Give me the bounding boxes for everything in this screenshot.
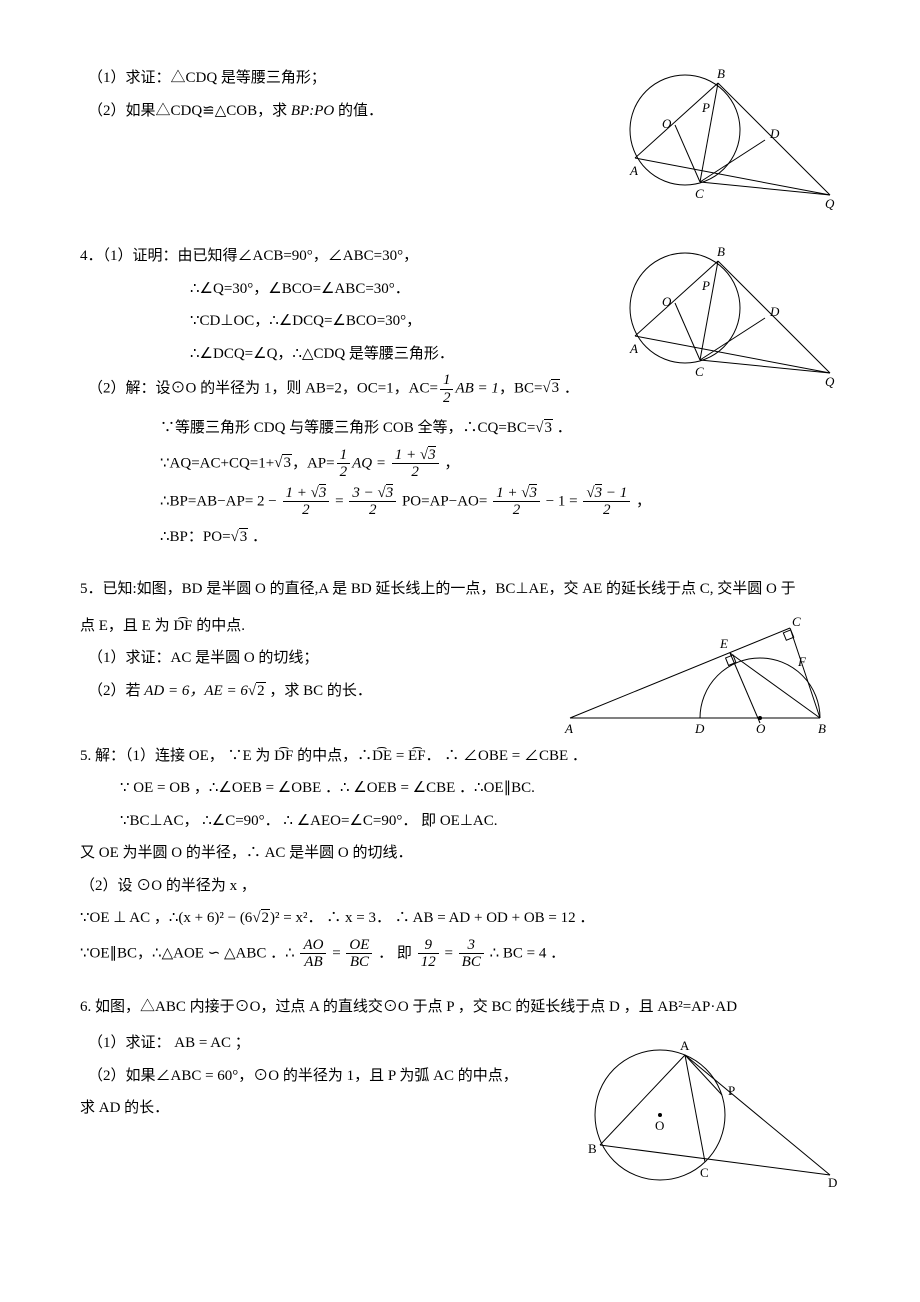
p4-s7: ∴BP=AB−AP= 2 − 1 + √32 = 3 − √32 PO=AP−A… bbox=[80, 485, 840, 519]
p5-stem-b: 点 E，且 E 为 D͡F 的中点. bbox=[80, 612, 540, 641]
p4-figure-1: A B C D O P Q bbox=[600, 60, 840, 220]
p4-s7-c: − 1 = bbox=[546, 493, 578, 509]
p5-figure: A B C D E F O bbox=[560, 608, 840, 738]
label-D: D bbox=[769, 126, 780, 141]
p5-s6-b: ． 即 bbox=[378, 945, 412, 961]
p5-label-A: A bbox=[564, 721, 573, 736]
label-A2: A bbox=[629, 341, 638, 356]
p4-s5: ∵等腰三角形 CDQ 与等腰三角形 COB 全等，∴CQ=BC=3 ． bbox=[80, 414, 840, 443]
p5-text: 点 E，且 E 为 D͡F 的中点. （1）求证：AC 是半圆 O 的切线； （… bbox=[80, 608, 540, 710]
circle-diagram-3: A B C D O P bbox=[580, 1025, 840, 1205]
p6-q3: 求 AD 的长． bbox=[80, 1094, 560, 1123]
p4-s7-a: ∴BP=AB−AP= 2 − bbox=[160, 493, 277, 509]
p4-s4-c: ，BC= bbox=[499, 380, 542, 396]
p5-label-D: D bbox=[694, 721, 705, 736]
label-O: O bbox=[662, 116, 672, 131]
problem-4-questions: （1）求证：△CDQ 是等腰三角形； （2）如果△CDQ≌△COB，求 BP:P… bbox=[80, 60, 840, 220]
p4-s1: ∴∠Q=30°，∠BCO=∠ABC=30°． bbox=[80, 275, 580, 304]
p6-figure: A B C D O P bbox=[580, 1025, 840, 1205]
label-P2: P bbox=[701, 278, 710, 293]
label-C2: C bbox=[695, 364, 704, 379]
label-A: A bbox=[629, 163, 638, 178]
p4-s6-a: ∵AQ=AC+CQ=1+ bbox=[160, 455, 274, 471]
p6-q2: （2）如果∠ABC = 60°，⊙O 的半径为 1，且 P 为弧 AC 的中点， bbox=[80, 1062, 560, 1091]
label-D2: D bbox=[769, 304, 780, 319]
p5-s3: 又 OE 为半圆 O 的半径，∴ AC 是半圆 O 的切线． bbox=[80, 839, 840, 868]
p5-stem-a: 5．已知:如图，BD 是半圆 O 的直径,A 是 BD 延长线上的一点，BC⊥A… bbox=[80, 575, 840, 604]
p5-q2: （2）若 AD = 6，AE = 62 ，求 BC 的长． bbox=[80, 677, 540, 706]
p4-s8-a: ∴BP：PO= bbox=[160, 529, 231, 545]
p4-q2: （2）如果△CDQ≌△COB，求 BP:PO 的值． bbox=[80, 97, 580, 126]
p4-q2-c: 的值． bbox=[334, 103, 383, 119]
p5-s5-a: ∵OE ⊥ AC ，∴(x + 6)² − (6 bbox=[80, 910, 252, 926]
p5-label-C: C bbox=[792, 614, 801, 629]
p5-s5: ∵OE ⊥ AC ，∴(x + 6)² − (62)² = x²． ∴ x = … bbox=[80, 904, 840, 933]
label-B: B bbox=[717, 66, 725, 81]
p4-figure-2: A B C D O P Q bbox=[600, 238, 840, 398]
p4-s6: ∵AQ=AC+CQ=1+3，AP=12AQ = 1 + √32 ， bbox=[80, 447, 840, 481]
p5-s4: （2）设 ⊙O 的半径为 x ， bbox=[80, 872, 840, 901]
p6-label-A: A bbox=[680, 1038, 690, 1053]
p5-q2-b: AD = 6，AE = 6 bbox=[144, 683, 248, 699]
p4-s8: ∴BP：PO=3 ． bbox=[80, 523, 840, 552]
p4-sol-head: 4．（1）证明：由已知得∠ACB=90°，∠ABC=30°， bbox=[80, 242, 580, 271]
p4-q2-b: BP:PO bbox=[291, 103, 334, 119]
p5-s2: ∵BC⊥AC， ∴∠C=90°． ∴ ∠AEO=∠C=90°． 即 OE⊥AC. bbox=[80, 807, 840, 836]
p4-q2-a: （2）如果△CDQ≌△COB，求 bbox=[88, 103, 291, 119]
p4-s6-c: AQ = bbox=[352, 455, 386, 471]
label-C: C bbox=[695, 186, 704, 201]
p4-s3: ∴∠DCQ=∠Q，∴△CDQ 是等腰三角形． bbox=[80, 340, 580, 369]
label-Q2: Q bbox=[825, 374, 835, 389]
problem-6-row: （1）求证： AB = AC ； （2）如果∠ABC = 60°，⊙O 的半径为… bbox=[80, 1025, 840, 1205]
p4-sol-text: 4．（1）证明：由已知得∠ACB=90°，∠ABC=30°， ∴∠Q=30°，∠… bbox=[80, 238, 580, 410]
p6-label-C: C bbox=[700, 1165, 709, 1180]
p6-text: （1）求证： AB = AC ； （2）如果∠ABC = 60°，⊙O 的半径为… bbox=[80, 1025, 560, 1127]
p4-s7-b: PO=AP−AO= bbox=[402, 493, 487, 509]
circle-diagram-2: A B C D O P Q bbox=[600, 238, 840, 398]
label-P: P bbox=[701, 100, 710, 115]
p5-q1: （1）求证：AC 是半圆 O 的切线； bbox=[80, 644, 540, 673]
p4-text: （1）求证：△CDQ 是等腰三角形； （2）如果△CDQ≌△COB，求 BP:P… bbox=[80, 60, 580, 129]
p5-label-O: O bbox=[756, 721, 766, 736]
problem-4-solution-top: 4．（1）证明：由已知得∠ACB=90°，∠ABC=30°， ∴∠Q=30°，∠… bbox=[80, 238, 840, 410]
p6-stem: 6. 如图，△ABC 内接于⊙O，过点 A 的直线交⊙O 于点 P ，交 BC … bbox=[80, 993, 840, 1022]
p4-s2: ∵CD⊥OC，∴∠DCQ=∠BCO=30°， bbox=[80, 307, 580, 336]
label-Q: Q bbox=[825, 196, 835, 211]
problem-5-row: 点 E，且 E 为 D͡F 的中点. （1）求证：AC 是半圆 O 的切线； （… bbox=[80, 608, 840, 738]
p6-q1: （1）求证： AB = AC ； bbox=[80, 1029, 560, 1058]
p5-q2-a: （2）若 bbox=[88, 683, 144, 699]
p5-s6-a: ∵OE∥BC，∴△AOE ∽ △ABC ．∴ bbox=[80, 945, 295, 961]
p4-s4: （2）解：设⊙O 的半径为 1，则 AB=2，OC=1，AC=12AB = 1，… bbox=[80, 372, 580, 406]
p6-label-P: P bbox=[728, 1083, 735, 1098]
p5-label-F: F bbox=[797, 654, 807, 669]
p4-s4-a: （2）解：设⊙O 的半径为 1，则 AB=2，OC=1，AC= bbox=[88, 380, 438, 396]
p6-label-O: O bbox=[655, 1118, 664, 1133]
p5-s6: ∵OE∥BC，∴△AOE ∽ △ABC ．∴ AOAB = OEBC ． 即 9… bbox=[80, 937, 840, 971]
p6-label-D: D bbox=[828, 1175, 837, 1190]
p5-s6-c: ∴ BC = 4 ． bbox=[490, 945, 566, 961]
p5-q2-c: ，求 BC 的长． bbox=[266, 683, 372, 699]
p6-label-B: B bbox=[588, 1141, 597, 1156]
p5-s5-b: )² = x²． ∴ x = 3． ∴ AB = AD + OD + OB = … bbox=[270, 910, 594, 926]
p4-s5-a: ∵等腰三角形 CDQ 与等腰三角形 COB 全等，∴CQ=BC= bbox=[160, 420, 535, 436]
p4-s6-b: ，AP= bbox=[292, 455, 335, 471]
p5-label-E: E bbox=[719, 636, 728, 651]
p4-s4-b: AB = 1 bbox=[455, 380, 498, 396]
p5-sol-head: 5. 解：（1）连接 OE， ∵E 为 D͡F 的中点，∴D͡E = E͡F． … bbox=[80, 742, 840, 771]
p5-s1: ∵ OE = OB ，∴∠OEB = ∠OBE ．∴ ∠OEB = ∠CBE ．… bbox=[80, 774, 840, 803]
p4-q1: （1）求证：△CDQ 是等腰三角形； bbox=[80, 64, 580, 93]
circle-diagram-1: A B C D O P Q bbox=[600, 60, 840, 220]
label-O2: O bbox=[662, 294, 672, 309]
p5-label-B: B bbox=[818, 721, 826, 736]
semicircle-diagram: A B C D E F O bbox=[560, 608, 840, 738]
label-B2: B bbox=[717, 244, 725, 259]
